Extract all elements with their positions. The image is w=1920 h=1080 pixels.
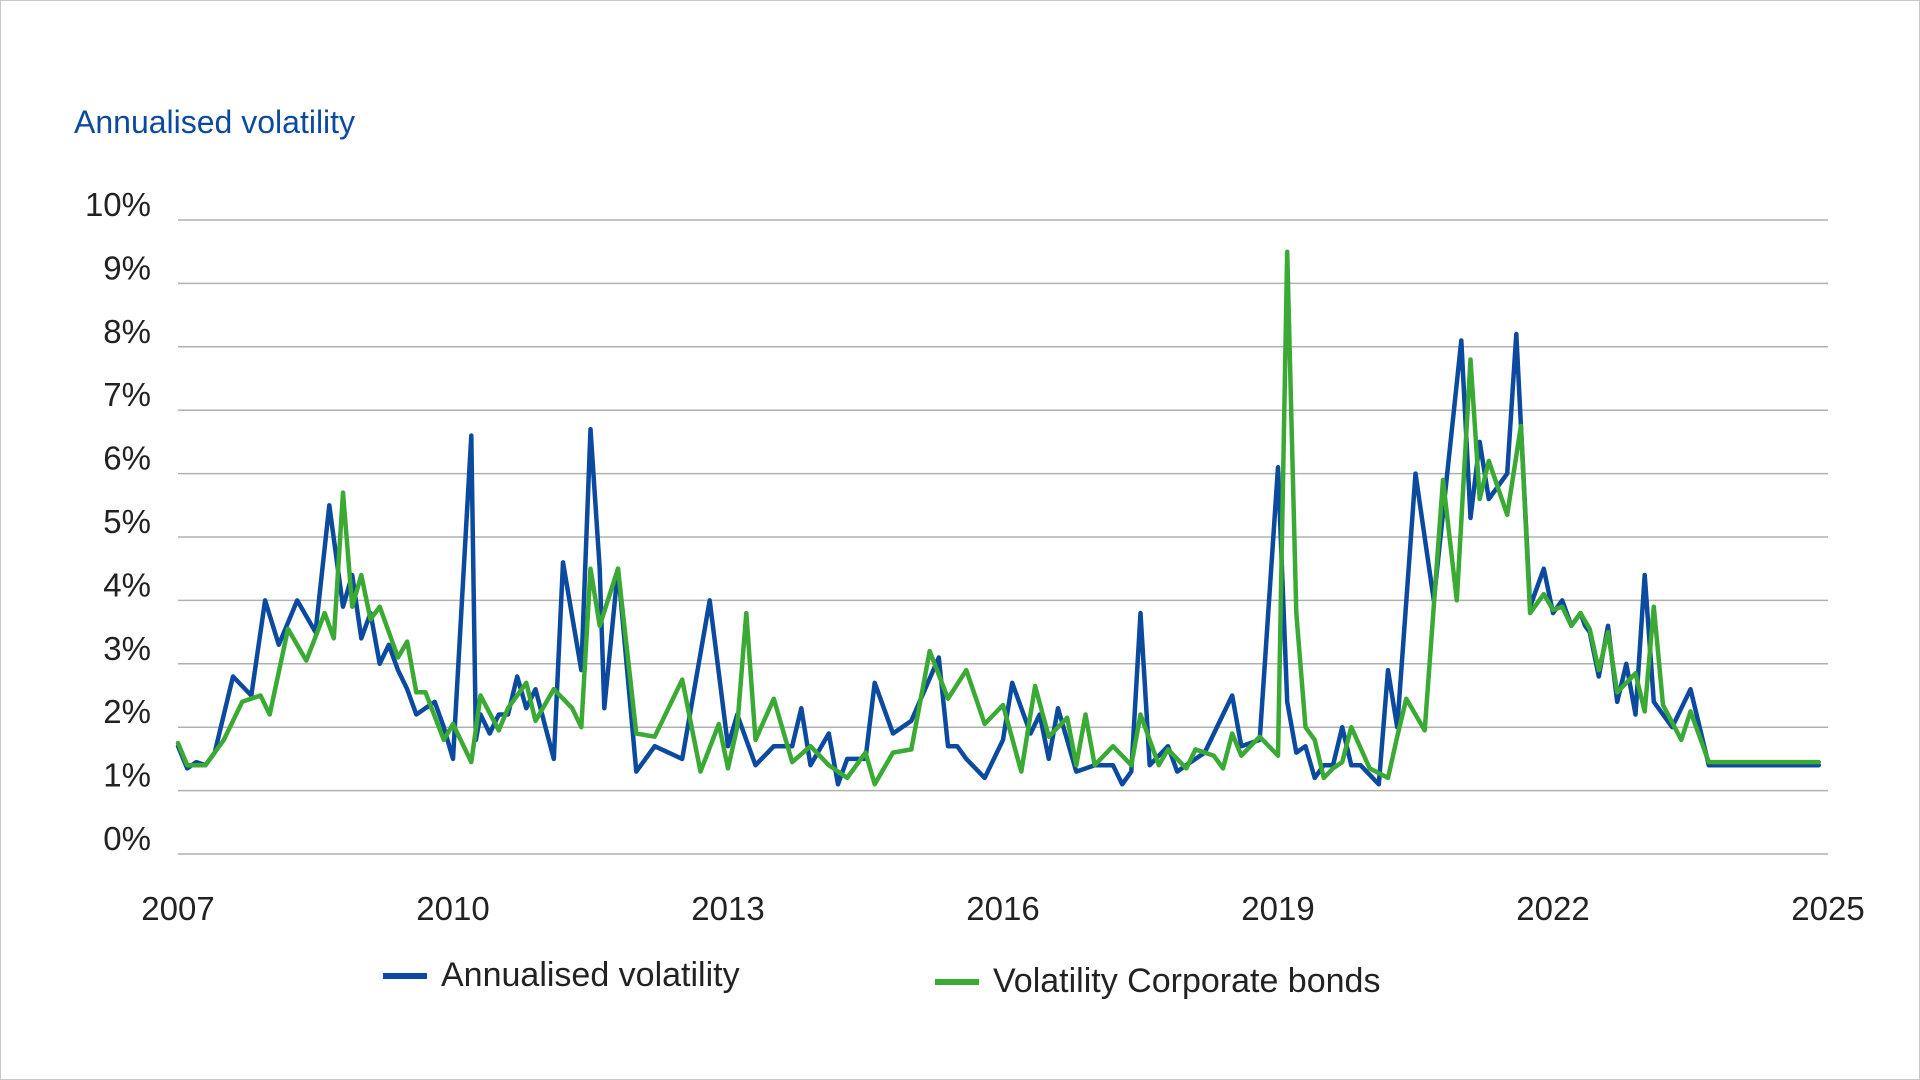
y-tick-label: 1% [103, 757, 151, 794]
legend-item-corporate-bonds: Volatility Corporate bonds [935, 962, 1380, 1001]
y-tick-label: 9% [103, 249, 151, 286]
x-tick-label: 2010 [416, 890, 489, 927]
legend-label-annualised-volatility: Annualised volatility [441, 956, 740, 994]
grid-lines [178, 219, 1828, 855]
y-tick-label: 8% [103, 313, 151, 350]
series-lines [175, 249, 1822, 787]
y-tick-label: 3% [103, 630, 151, 667]
y-tick-label: 10% [85, 186, 151, 223]
chart-title: Annualised volatility [74, 104, 356, 140]
x-tick-label: 2022 [1516, 890, 1589, 927]
y-tick-label: 6% [103, 440, 151, 477]
y-tick-label: 5% [103, 503, 151, 540]
series-line-annualised-volatility [175, 331, 1822, 787]
x-tick-label: 2016 [966, 890, 1039, 927]
y-tick-label: 2% [103, 693, 151, 730]
x-tick-label: 2007 [141, 890, 214, 927]
y-axis-ticks: 0% 1% 2% 3% 4% 5% 6% 7% 8% 9% 10% [85, 186, 151, 857]
y-tick-label: 4% [103, 566, 151, 603]
y-tick-label: 7% [103, 376, 151, 413]
x-tick-label: 2019 [1241, 890, 1314, 927]
x-tick-label: 2013 [691, 890, 764, 927]
legend-swatch-annualised-volatility [383, 972, 427, 979]
y-tick-label: 0% [103, 820, 151, 857]
x-tick-label: 2025 [1791, 890, 1864, 927]
x-axis-ticks: 2007 2010 2013 2016 2019 2022 2025 [141, 890, 1864, 927]
legend-item-annualised-volatility: Annualised volatility [383, 956, 740, 995]
series-line-corporate-bonds [175, 249, 1822, 787]
legend-swatch-corporate-bonds [935, 978, 979, 985]
legend-label-corporate-bonds: Volatility Corporate bonds [993, 962, 1381, 1000]
